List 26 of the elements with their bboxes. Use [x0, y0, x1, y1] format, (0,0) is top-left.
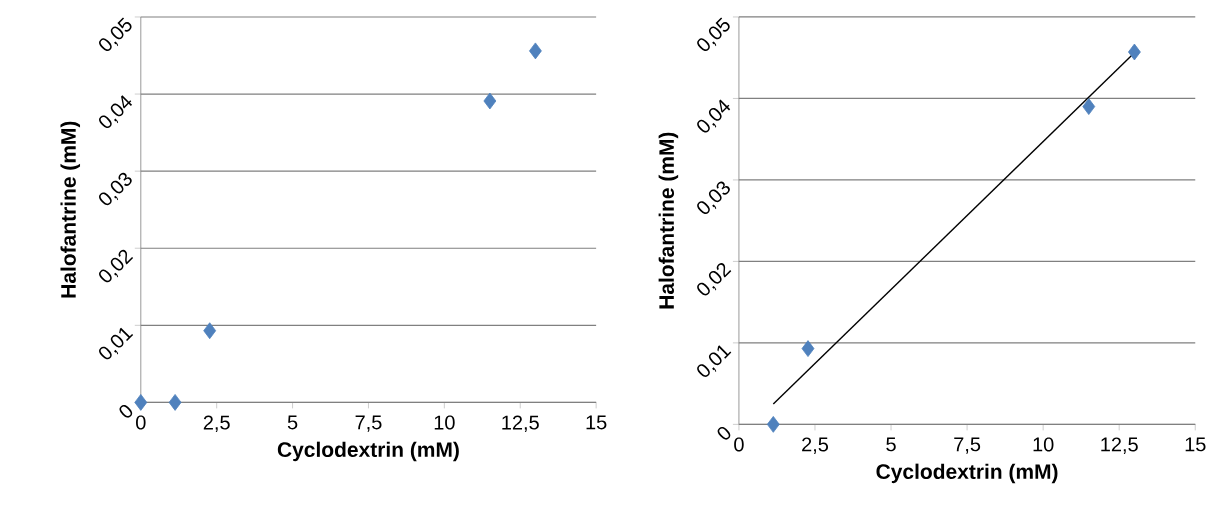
y-axis-title: Halofantrine (mM) — [60, 121, 81, 298]
y-tick-label: 0,03 — [99, 172, 132, 206]
y-tick-label: 0,02 — [697, 262, 732, 296]
y-axis-title: Halofantrine (mM) — [658, 132, 679, 309]
y-tick-label: 0 — [119, 404, 133, 418]
y-tick-label: 0,03 — [697, 181, 730, 214]
x-tick-label: 5 — [886, 437, 896, 452]
x-tick-label: 2,5 — [802, 437, 829, 454]
y-tick-label: 0,01 — [99, 327, 134, 360]
x-tick-label: 0 — [136, 415, 146, 430]
x-tick-label: 12,5 — [1101, 437, 1138, 454]
x-tick-label: 7,5 — [954, 437, 981, 454]
y-tick-label: 0,05 — [99, 17, 132, 51]
x-tick-label: 2,5 — [203, 415, 230, 432]
x-tick-label: 15 — [586, 415, 607, 430]
x-axis-title: Cyclodextrin (mM) — [876, 463, 1058, 484]
x-tick-label: 12,5 — [502, 415, 539, 432]
x-tick-label: 5 — [287, 415, 298, 430]
x-axis-title: Cyclodextrin (mM) — [277, 441, 459, 462]
y-tick-label: 0,04 — [99, 95, 133, 129]
x-tick-label: 15 — [1185, 437, 1206, 452]
y-tick-label: 0,01 — [697, 345, 732, 377]
x-tick-label: 7,5 — [355, 415, 382, 432]
x-tick-label: 10 — [1033, 437, 1054, 452]
x-tick-label: 10 — [434, 415, 455, 430]
x-tick-label: 0 — [734, 437, 744, 452]
